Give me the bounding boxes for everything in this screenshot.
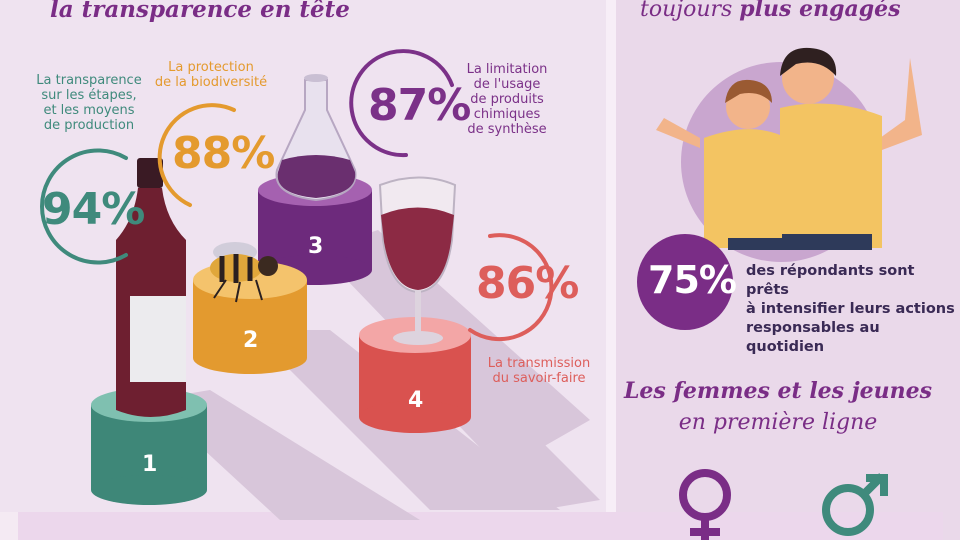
bottom-band (18, 512, 943, 540)
label-line: chimiques (473, 107, 541, 122)
male-symbol-icon (822, 473, 888, 536)
label-line: de production (43, 118, 135, 133)
arc-87 (349, 49, 454, 158)
label-item-2: La protection de la biodiversité (150, 60, 272, 90)
rank-2: 2 (243, 328, 259, 353)
percent-88: 88% (172, 128, 275, 179)
stat-percent: 75% (648, 258, 737, 302)
arc-86 (468, 233, 554, 342)
label-line: de synthèse (467, 122, 547, 137)
label-line: de la biodiversité (154, 75, 268, 90)
stat-text: des répondants sont prêts à intensifier … (746, 262, 960, 357)
female-symbol-icon (679, 469, 731, 540)
rank-1: 1 (142, 452, 158, 477)
left-title: la transparence en tête (50, 0, 350, 23)
wine-glass-icon (378, 176, 457, 345)
right-title: toujours plus engagés (640, 0, 900, 22)
label-line: La protection (168, 60, 254, 75)
right-title-prefix: toujours (640, 0, 740, 22)
label-item-1: La transparence sur les étapes, et les m… (30, 73, 148, 133)
percent-86: 86% (476, 258, 579, 309)
wine-bottle-icon (116, 158, 186, 417)
arc-88 (157, 103, 236, 207)
label-line: sur les étapes, (41, 88, 137, 103)
label-line: La limitation (466, 62, 548, 77)
rank-3: 3 (308, 234, 324, 259)
right-title-bold: plus engagés (739, 0, 901, 22)
label-line: du savoir-faire (492, 371, 586, 386)
stat-line: des répondants sont prêts (746, 263, 915, 298)
label-line: La transparence (36, 73, 142, 88)
bee-icon (210, 242, 278, 303)
label-line: et les moyens (43, 103, 135, 118)
label-line: La transmission (487, 356, 591, 371)
couple-illustration (656, 47, 922, 262)
stat-line: à intensifier leurs actions (746, 301, 955, 317)
subtitle: en première ligne (678, 410, 878, 435)
label-line: de produits (470, 92, 544, 107)
stat-line: responsables au quotidien (746, 320, 880, 355)
subtitle-bold: Les femmes et les jeunes (623, 378, 933, 404)
label-item-4: La transmission du savoir-faire (484, 356, 594, 386)
arc-94 (40, 148, 128, 265)
panel-divider (606, 0, 616, 540)
stat-badge (637, 234, 733, 330)
label-line: de l'usage (473, 77, 541, 92)
rank-4: 4 (408, 388, 424, 413)
percent-87: 87% (368, 80, 471, 131)
percent-94: 94% (42, 184, 145, 235)
flask-icon (275, 74, 357, 202)
label-item-3: La limitation de l'usage de produits chi… (460, 62, 554, 137)
